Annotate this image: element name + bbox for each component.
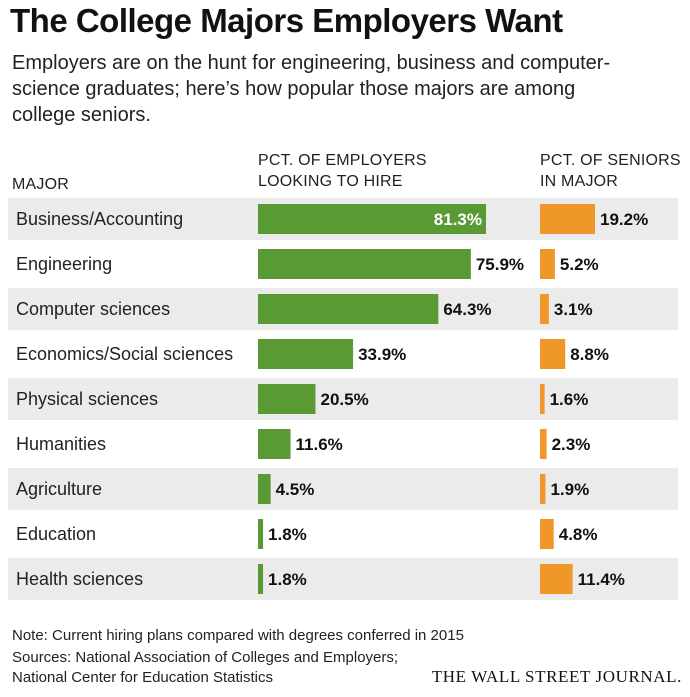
- category-label: Education: [16, 524, 96, 544]
- employer-bar: [258, 204, 486, 234]
- sources-line-1: Sources: National Association of College…: [12, 649, 399, 666]
- senior-bar: [540, 204, 595, 234]
- senior-value-label: 3.1%: [554, 300, 593, 319]
- employer-bar: [258, 474, 271, 504]
- employer-bar: [258, 339, 354, 369]
- employer-value-label: 64.3%: [443, 300, 491, 319]
- footnote: Note: Current hiring plans compared with…: [12, 627, 464, 644]
- employers-column-header: PCT. OF EMPLOYERS LOOKING TO HIRE: [258, 150, 427, 192]
- employer-value-label: 11.6%: [296, 435, 343, 454]
- senior-bar: [540, 294, 549, 324]
- employer-value-label: 81.3%: [434, 210, 482, 229]
- employers-header-line1: PCT. OF EMPLOYERS: [258, 152, 427, 169]
- employers-header-line2: LOOKING TO HIRE: [258, 173, 403, 190]
- sources-line-2: National Center for Education Statistics: [12, 669, 273, 686]
- senior-value-label: 8.8%: [570, 345, 609, 364]
- chart-subtitle: Employers are on the hunt for engineerin…: [12, 52, 611, 126]
- employer-bar: [258, 249, 471, 279]
- category-label: Business/Accounting: [16, 209, 183, 229]
- category-label: Agriculture: [16, 479, 102, 499]
- chart-title: The College Majors Employers Want: [10, 2, 563, 39]
- category-label: Engineering: [16, 254, 112, 274]
- major-header-label: MAJOR: [12, 176, 69, 193]
- senior-value-label: 1.6%: [550, 390, 589, 409]
- senior-bar: [540, 384, 545, 414]
- employer-bar: [258, 564, 264, 594]
- employer-value-label: 1.8%: [268, 525, 307, 544]
- senior-bar: [540, 564, 573, 594]
- wsj-logo: THE WALL STREET JOURNAL.: [431, 667, 682, 686]
- row-stripe: [8, 468, 678, 510]
- senior-bar: [540, 519, 554, 549]
- seniors-header-line2: IN MAJOR: [540, 173, 619, 190]
- senior-value-label: 5.2%: [560, 255, 599, 274]
- employer-bar: [258, 429, 291, 459]
- senior-bar: [540, 339, 566, 369]
- major-column-header: MAJOR: [12, 174, 69, 195]
- seniors-column-header: PCT. OF SENIORS IN MAJOR: [540, 150, 681, 192]
- senior-value-label: 2.3%: [552, 435, 591, 454]
- employer-bar: [258, 384, 316, 414]
- seniors-header-line1: PCT. OF SENIORS: [540, 152, 681, 169]
- row-stripe: [8, 378, 678, 420]
- senior-bar: [540, 474, 546, 504]
- employer-value-label: 33.9%: [358, 345, 406, 364]
- senior-value-label: 19.2%: [600, 210, 648, 229]
- senior-value-label: 1.9%: [550, 480, 589, 499]
- employer-value-label: 20.5%: [320, 390, 368, 409]
- senior-bar: [540, 249, 555, 279]
- category-label: Computer sciences: [16, 299, 170, 319]
- senior-bar: [540, 429, 547, 459]
- senior-value-label: 4.8%: [559, 525, 598, 544]
- employer-value-label: 75.9%: [476, 255, 524, 274]
- employer-bar: [258, 519, 264, 549]
- category-label: Physical sciences: [16, 389, 158, 409]
- senior-value-label: 11.4%: [578, 570, 625, 589]
- employer-value-label: 1.8%: [268, 570, 307, 589]
- category-label: Health sciences: [16, 569, 143, 589]
- employer-value-label: 4.5%: [276, 480, 315, 499]
- category-label: Economics/Social sciences: [16, 344, 233, 364]
- employer-bar: [258, 294, 439, 324]
- category-label: Humanities: [16, 434, 106, 454]
